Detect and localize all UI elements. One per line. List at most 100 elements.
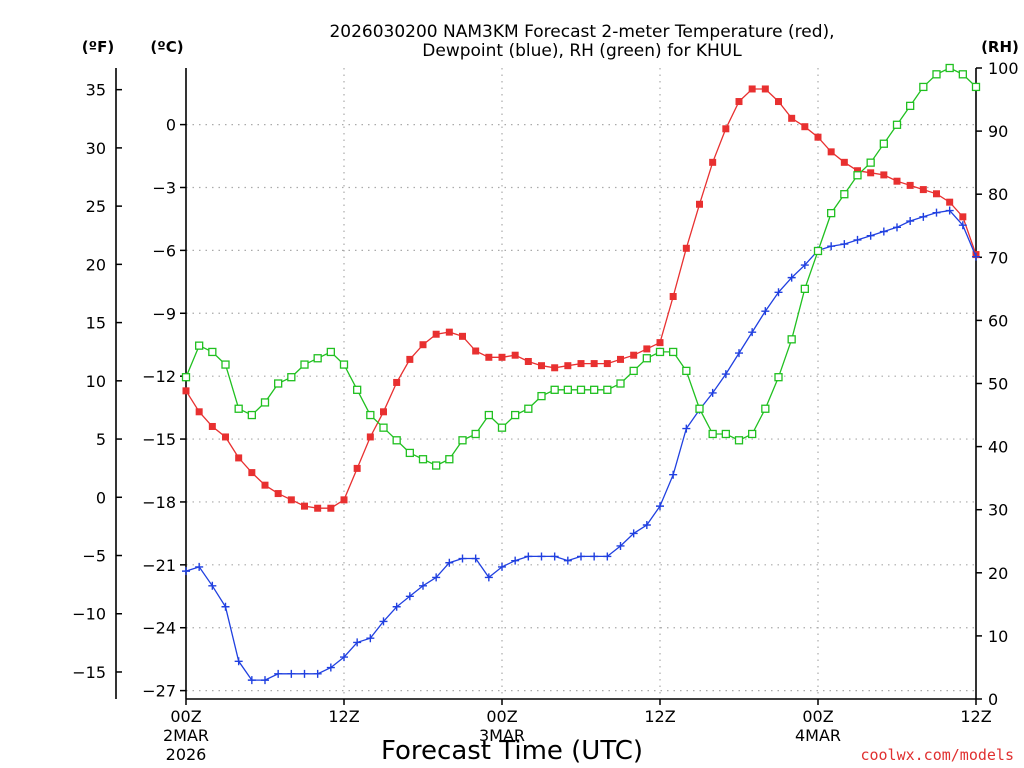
temperature-point [827,148,835,156]
rh-point [524,404,533,413]
temperature-point [195,408,203,416]
chart-title-line2: Dewpoint (blue), RH (green) for KHUL [422,41,742,61]
temperature-point [208,422,216,430]
watermark: coolwx.com/models [860,746,1014,764]
rh-point [813,246,823,256]
fahrenheit-tick-label: −15 [72,663,106,682]
temperature-point [340,496,348,504]
temperature-point [959,213,967,221]
temperature-point [459,332,466,340]
dewpoint-point [419,581,427,590]
rh-tick-label: 80 [988,185,1008,204]
dewpoint-point [208,581,217,590]
rh-point [550,385,559,394]
dewpoint-point [827,242,836,251]
rh-point [721,429,730,439]
dewpoint-point [274,669,283,678]
celsius-tick-label: −6 [152,241,176,260]
rh-point [260,398,270,407]
x-tick-date-label: 2MAR [163,726,209,745]
dewpoint-point [498,562,506,571]
chart-title-line1: 2026030200 NAM3KM Forecast 2-meter Tempe… [329,22,834,42]
dewpoint-point [800,261,809,270]
fahrenheit-tick-label: 30 [86,139,106,158]
dewpoint-point [590,552,599,561]
rh-point [642,354,651,363]
temperature-point [564,362,572,370]
rh-point [432,461,441,470]
temperature-point [788,114,796,122]
rh-point [497,423,507,432]
temperature-point [472,347,480,355]
rh-point [208,347,217,357]
temperature-point [380,408,387,416]
temperature-point [314,504,322,512]
x-tick-date-label: 3MAR [479,726,525,745]
dewpoint-point [748,328,757,337]
dewpoint-point [708,388,717,397]
rh-point [353,385,362,394]
x-tick-year-label: 2026 [166,745,207,764]
dewpoint-point [761,307,770,316]
temperature-point [366,433,374,441]
dewpoint-point [787,273,796,282]
rh-point [326,347,335,357]
rh-point [181,373,191,382]
temperature-point [393,378,401,386]
dewpoint-point [669,470,678,479]
rh-point [774,373,783,382]
unit-fahrenheit-label: (ºF) [82,38,114,56]
x-tick-label: 12Z [960,707,991,726]
fahrenheit-tick-label: 35 [86,81,106,100]
rh-point [590,385,599,394]
dewpoint-point [563,556,572,565]
dewpoint-point [682,424,691,433]
rh-tick-label: 30 [988,501,1008,520]
rh-point [919,82,928,92]
temperature-point [603,360,611,368]
rh-tick-label: 70 [988,248,1008,267]
rh-point [339,360,349,369]
rh-point [879,139,888,148]
temperature-point [538,362,545,370]
temperature-point [722,125,730,133]
rh-point [800,284,809,294]
series-dewpoint [182,206,980,685]
x-tick-label: 00Z [170,707,201,726]
celsius-tick-label: −24 [142,619,176,638]
x-tick-label: 00Z [802,707,833,726]
rh-point [945,63,954,73]
rh-point [866,158,875,167]
temperature-point [840,158,848,166]
rh-point [366,410,375,420]
temperature-point [590,360,598,368]
celsius-tick-label: −15 [142,430,176,449]
dewpoint-point [471,554,480,563]
dewpoint-point [906,217,915,226]
temperature-point [327,504,335,512]
temperature-point [748,85,756,93]
fahrenheit-tick-label: 15 [86,314,106,333]
dewpoint-point [616,541,625,550]
dewpoint-point [537,552,546,561]
rh-point [511,410,520,420]
rh-point [616,379,625,388]
rh-tick-label: 90 [988,122,1008,141]
rh-point [418,455,428,464]
dewpoint-point [511,556,520,565]
rh-point [195,341,204,350]
temperature-point [814,133,822,141]
dewpoint-point [629,529,638,538]
dewpoint-point [287,669,296,678]
temperature-point [353,464,361,472]
temperature-point [893,177,901,185]
rh-point [471,429,480,439]
temperature-point [432,330,440,338]
dewpoint-point [932,208,941,217]
rh-point [576,385,586,394]
rh-point [695,404,704,413]
rh-point [247,410,256,420]
temperature-point [445,328,453,336]
temperature-point [854,167,861,175]
unit-rh-label: (RH) [981,38,1019,56]
